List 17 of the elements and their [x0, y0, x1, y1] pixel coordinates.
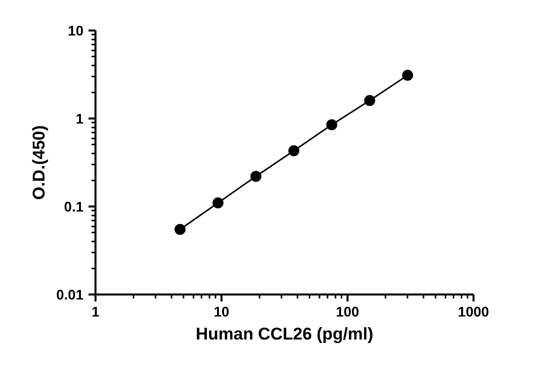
- point: [250, 170, 262, 182]
- x-axis-title: Human CCL26 (pg/ml): [196, 324, 374, 344]
- x-tick-label: 1: [92, 304, 100, 320]
- x-tick-label: 10: [214, 304, 230, 320]
- y-tick-label: 0.1: [64, 198, 84, 214]
- point: [288, 145, 300, 156]
- point: [174, 224, 186, 235]
- y-tick-label: 0.01: [56, 286, 84, 302]
- point: [326, 119, 338, 130]
- x-tick-label: 1000: [458, 304, 490, 320]
- y-tick-label: 1: [76, 110, 84, 126]
- point: [364, 95, 376, 106]
- point: [402, 70, 414, 81]
- y-tick-label: 10: [68, 22, 84, 38]
- point: [212, 197, 224, 208]
- y-axis-title: O.D.(450): [29, 125, 48, 200]
- x-tick-label: 100: [336, 304, 360, 320]
